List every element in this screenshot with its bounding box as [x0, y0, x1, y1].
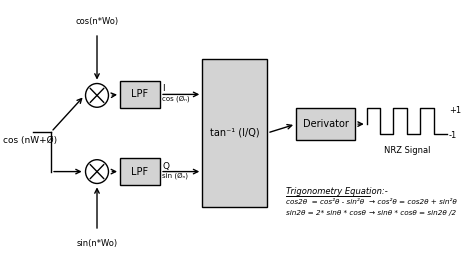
- Text: sin (Øₙ): sin (Øₙ): [162, 173, 188, 179]
- Text: Trigonometry Equation:-: Trigonometry Equation:-: [286, 187, 388, 196]
- Text: tan⁻¹ (I/Q): tan⁻¹ (I/Q): [210, 128, 259, 138]
- Text: cos(n*Wo): cos(n*Wo): [75, 17, 118, 26]
- FancyBboxPatch shape: [296, 108, 355, 140]
- Text: LPF: LPF: [131, 167, 148, 176]
- Text: sin(n*Wo): sin(n*Wo): [76, 239, 118, 248]
- Text: +1: +1: [449, 106, 461, 115]
- Text: I: I: [162, 85, 164, 94]
- Text: Derivator: Derivator: [302, 119, 348, 129]
- Text: → sinθ * cosθ = sin2θ /2: → sinθ * cosθ = sin2θ /2: [369, 210, 456, 216]
- Text: cos (nW+Ø): cos (nW+Ø): [3, 136, 57, 145]
- FancyBboxPatch shape: [120, 158, 160, 185]
- Text: LPF: LPF: [131, 89, 148, 99]
- Text: sin2θ = 2* sinθ * cosθ: sin2θ = 2* sinθ * cosθ: [286, 210, 366, 216]
- Circle shape: [85, 160, 109, 183]
- FancyBboxPatch shape: [120, 81, 160, 108]
- Text: Q: Q: [162, 162, 169, 171]
- Text: NRZ Signal: NRZ Signal: [383, 146, 430, 155]
- Text: cos2θ  = cos²θ - sin²θ: cos2θ = cos²θ - sin²θ: [286, 199, 365, 205]
- Circle shape: [85, 83, 109, 107]
- Text: → cos²θ = cos2θ + sin²θ: → cos²θ = cos2θ + sin²θ: [369, 199, 456, 205]
- Text: -1: -1: [449, 131, 457, 140]
- Text: cos (Øₙ): cos (Øₙ): [162, 95, 190, 102]
- FancyBboxPatch shape: [202, 59, 267, 207]
